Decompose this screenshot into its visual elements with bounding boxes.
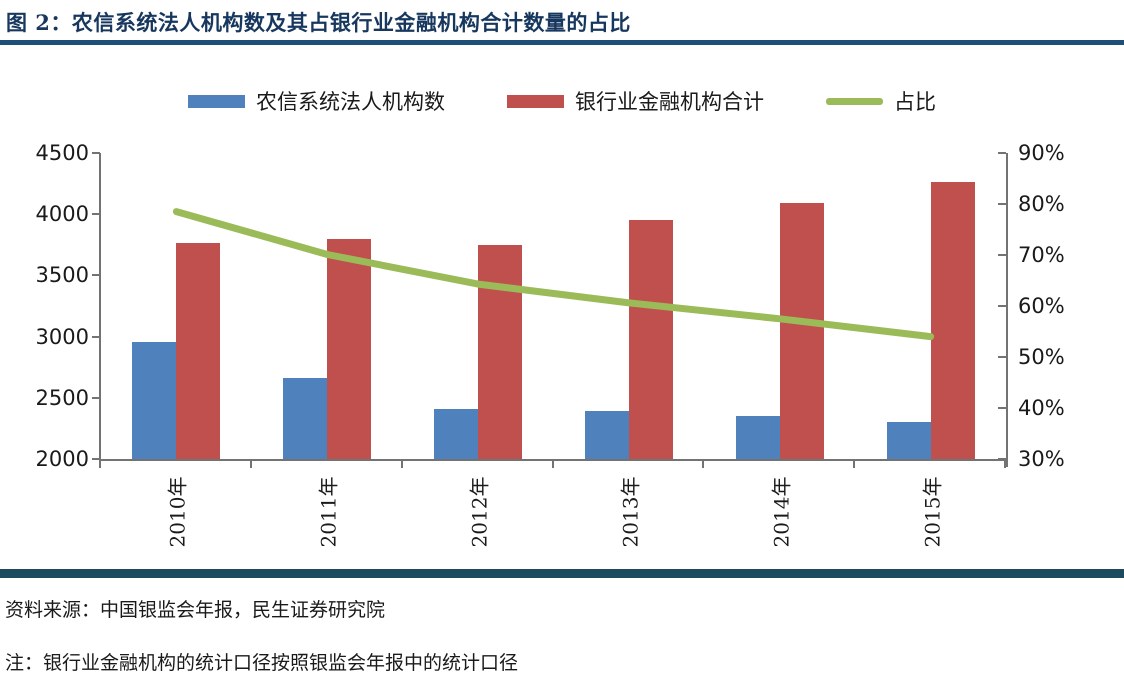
x-axis-label-2010年: 2010年	[165, 476, 190, 548]
y-axis-left	[99, 153, 101, 461]
bar-rural-credit-2012年	[434, 408, 479, 459]
y-tick-label-right: 90%	[1018, 141, 1065, 165]
y-tick-label-left: 2500	[35, 385, 89, 410]
x-axis-label-2015年: 2015年	[920, 476, 945, 548]
x-axis	[99, 459, 1008, 461]
y-axis-right-tick	[998, 203, 1006, 205]
footer-divider	[0, 569, 1124, 578]
source-text: 资料来源：中国银监会年报，民生证券研究院	[5, 599, 386, 621]
x-axis-label-2012年: 2012年	[467, 476, 492, 548]
bar-group-2012年	[403, 245, 554, 459]
y-axis-left-tick	[92, 396, 100, 399]
y-axis-right-tick	[998, 356, 1006, 358]
bar-banking-total-2011年	[327, 238, 372, 459]
y-tick-label-left: 3500	[35, 263, 89, 288]
legend-swatch-banking-total	[507, 94, 564, 108]
x-axis-tick	[853, 461, 856, 468]
x-axis-tick	[249, 461, 252, 468]
bar-rural-credit-2010年	[132, 341, 177, 459]
page-title: 图 2：农信系统法人机构数及其占银行业金融机构合计数量的占比	[6, 10, 631, 35]
y-axis-right-tick	[998, 254, 1006, 256]
y-tick-label-right: 30%	[1018, 447, 1065, 471]
y-axis-left-tick	[92, 152, 100, 154]
bar-rural-credit-2014年	[735, 416, 780, 459]
legend-item-banking-total: 银行业金融机构合计	[507, 86, 764, 116]
y-axis-left-tick	[92, 274, 100, 277]
x-axis-tick	[1004, 461, 1006, 468]
x-axis-tick	[400, 461, 403, 468]
bar-group-2010年	[101, 242, 252, 459]
bar-rural-credit-2015年	[886, 421, 931, 459]
bar-banking-total-2012年	[478, 245, 523, 459]
x-axis-tick	[702, 461, 705, 468]
y-tick-label-left: 2000	[35, 447, 89, 471]
bar-group-2014年	[704, 203, 855, 459]
y-tick-label-right: 70%	[1018, 243, 1065, 267]
y-tick-label-left: 4500	[35, 141, 89, 165]
y-axis-left-tick	[92, 213, 100, 216]
y-tick-label-left: 4000	[35, 202, 89, 227]
x-axis-label-2013年: 2013年	[618, 476, 643, 548]
legend-label-ratio: 占比	[894, 90, 936, 114]
y-tick-label-right: 40%	[1018, 396, 1065, 420]
y-axis-right-tick	[998, 407, 1006, 409]
legend-swatch-rural-credit	[188, 94, 245, 108]
legend-line-swatch-ratio	[826, 97, 883, 105]
ratio-line	[172, 208, 935, 341]
y-tick-label-right: 80%	[1018, 192, 1065, 216]
legend-item-ratio: 占比	[826, 86, 936, 116]
bar-banking-total-2010年	[176, 242, 221, 459]
bar-rural-credit-2013年	[584, 410, 629, 459]
x-axis-tick	[99, 461, 101, 468]
y-tick-label-left: 3000	[35, 324, 89, 349]
chart-plot-area	[101, 153, 1006, 459]
bar-group-2015年	[855, 182, 1006, 459]
y-tick-label-right: 50%	[1018, 345, 1065, 369]
title-underline	[0, 40, 1124, 45]
bar-group-2011年	[252, 238, 403, 459]
y-axis-left-tick	[92, 458, 100, 460]
bar-banking-total-2014年	[779, 203, 824, 459]
y-tick-label-right: 60%	[1018, 294, 1065, 318]
y-axis-right-tick	[998, 152, 1006, 154]
bar-rural-credit-2011年	[283, 377, 328, 459]
bar-banking-total-2015年	[930, 182, 975, 459]
legend-label-banking-total: 银行业金融机构合计	[575, 90, 764, 114]
bar-banking-total-2013年	[628, 220, 673, 459]
x-axis-tick	[551, 461, 554, 468]
x-axis-label-2011年: 2011年	[316, 476, 341, 548]
legend-label-rural-credit: 农信系统法人机构数	[256, 90, 445, 114]
bar-group-2013年	[554, 220, 705, 459]
y-axis-right-tick	[998, 458, 1006, 460]
x-axis-label-2014年: 2014年	[769, 476, 794, 548]
legend-item-rural-credit: 农信系统法人机构数	[188, 86, 445, 116]
chart-legend: 农信系统法人机构数 银行业金融机构合计 占比	[0, 86, 1124, 116]
y-axis-right-tick	[998, 305, 1006, 307]
y-axis-right	[1006, 153, 1008, 467]
note-text: 注：银行业金融机构的统计口径按照银监会年报中的统计口径	[5, 652, 519, 674]
y-axis-left-tick	[92, 335, 100, 338]
